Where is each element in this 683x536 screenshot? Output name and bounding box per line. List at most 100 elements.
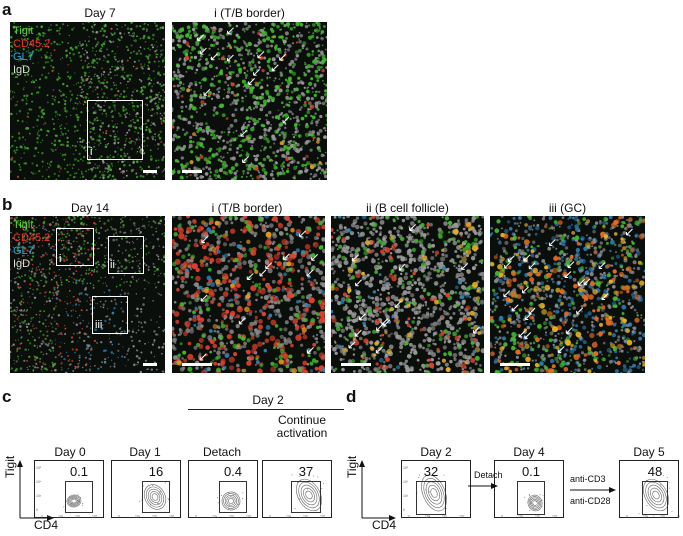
scale-bar [182,363,212,366]
legend-gl7: GL7 [13,51,34,63]
tick-label: 10⁴ [229,515,235,519]
micrograph-a-overview: Tigit CD45.2 GL7 IgD i [10,22,165,180]
tick-label: 10⁵ [403,466,409,470]
inset-label-iii: iii [95,319,103,331]
micrograph-b-inset-iii-texture [490,216,645,373]
tick-label: 10⁴ [75,515,81,519]
tick-label: 10⁴ [442,515,448,519]
arrow-label-anti-cd3: anti-CD3 [570,474,606,484]
gate-percentage: 37 [298,464,314,479]
gate-percentage: 32 [423,464,439,479]
tick-label: 10⁴ [36,480,42,484]
panel-a-title-day7: Day 7 [84,6,116,20]
flow-plot: 0 10³ 10⁴ 10⁵ 0.1 [494,460,564,519]
inset-label-i: i [90,146,93,158]
inset-label-ii: ii [110,259,115,271]
tick-label: 10³ [403,494,409,498]
micrograph-a-inset-texture [172,22,327,180]
gate-percentage: 48 [647,464,663,479]
tick-label: 10⁵ [677,515,680,519]
tick-label: 10³ [518,515,524,519]
axis-arrows [359,460,396,521]
plot-title: Detach [202,445,242,459]
inset-box-i [87,100,143,160]
tick-label: 0 [408,515,410,519]
tick-label: 0 [501,515,503,519]
arrow-label-anti-cd28: anti-CD28 [570,496,611,506]
micrograph-a-overview-texture [10,22,165,180]
panel-letter-d: d [346,387,357,406]
micrograph-a-inset [172,22,327,180]
contour-density-icon: 0 10³ 10⁴ 10⁵ [626,472,680,519]
micrograph-b-inset-ii-texture [331,216,484,373]
contour-density-icon: 0 10³ 10⁴ 10⁵ [118,482,175,519]
gate-percentage: 0.1 [521,464,541,479]
micrograph-b-inset-ii [331,216,484,373]
flow-plot: 0 10³ 10⁴ 10⁵ 10⁵ 10⁴ 10³ 0 0.1 [34,460,104,519]
arrow-stim-icon [570,487,616,493]
tick-label: 0 [36,508,38,512]
gate-box [517,481,545,515]
tick-label: 10⁵ [169,515,175,519]
tick-label: 0 [118,515,120,519]
flow-plot: 0 10³ 10⁴ 10⁵ 16 [111,460,181,519]
inset-box-i [56,228,94,266]
contour-density-icon: 0 10³ 10⁴ 10⁵ [195,491,252,519]
panel-letter-b: b [2,195,13,214]
panel-b-title-iii: iii (GC) [548,201,587,215]
tick-label: 10³ [286,515,292,519]
scale-bar [143,170,157,173]
flow-plot: 0 10³ 10⁴ 10⁵ 0.4 [188,460,258,519]
tick-label: 10⁵ [246,515,252,519]
micrograph-b-overview: Tigit CD45.2 GL7 IgD i ii iii [10,216,165,373]
plot-title: Day 0 [54,445,86,459]
legend-tigit: Tigit [13,219,34,231]
scale-bar [143,363,157,366]
tick-label: 10⁵ [459,515,465,519]
panel-a-title-inset: i (T/B border) [214,6,285,20]
flow-plot: 0 10³ 10⁴ 10⁵ 48 [619,460,680,519]
gate-box [416,481,446,515]
plot-title: Continue activation [276,413,328,440]
tick-label: 10⁴ [660,515,666,519]
plot-title: Day 5 [633,445,665,459]
legend-gl7: GL7 [13,245,34,257]
tick-label: 10³ [643,515,649,519]
tick-label: 10⁵ [320,515,326,519]
legend-cd45-2: CD45.2 [13,232,51,244]
gate-box [219,481,247,513]
tick-label: 10³ [36,494,42,498]
plot-title: Day 1 [129,445,161,459]
flow-plot: 0 10³ 10⁴ 10⁵ 37 [262,460,332,519]
x-axis-label: CD4 [372,518,397,532]
gate-percentage: 0.1 [69,464,89,479]
tick-label: 0 [269,515,271,519]
scale-bar [182,170,202,173]
contour-density-icon: 0 10³ 10⁴ 10⁵ [501,494,558,519]
gate-box [142,481,170,513]
panel-b-title-ii: ii (B cell follicle) [366,201,449,215]
inset-box-ii [108,236,144,274]
micrograph-b-inset-i [172,216,325,373]
contour-density-icon: 0 10³ 10⁴ 10⁵ 10⁵ 10⁴ 10³ 0 [403,466,465,519]
tick-label: 0 [195,515,197,519]
channel-legend-a: Tigit CD45.2 GL7 IgD [13,25,50,77]
gate-percentage: 16 [148,464,164,479]
plot-title: Day 2 [420,445,452,459]
tick-label: 10⁴ [303,515,309,519]
contour-density-icon: 0 10³ 10⁴ 10⁵ [269,474,326,519]
micrograph-b-inset-i-texture [172,216,325,373]
tick-label: 0 [626,515,628,519]
tick-label: 0 [403,508,405,512]
panel-b-title-day14: Day 14 [70,201,110,215]
x-axis-label: CD4 [34,518,59,532]
legend-cd45-2: CD45.2 [13,38,51,50]
contour-density-icon: 0 10³ 10⁴ 10⁵ 10⁵ 10⁴ 10³ 0 [36,466,98,519]
axis-arrows [17,460,54,521]
tick-label: 10⁴ [152,515,158,519]
inset-label-i: i [59,253,62,265]
group-bracket-line [188,409,344,410]
plot-title: Day 4 [513,445,545,459]
tick-label: 0 [41,515,43,519]
group-label-day2: Day 2 [252,393,284,407]
